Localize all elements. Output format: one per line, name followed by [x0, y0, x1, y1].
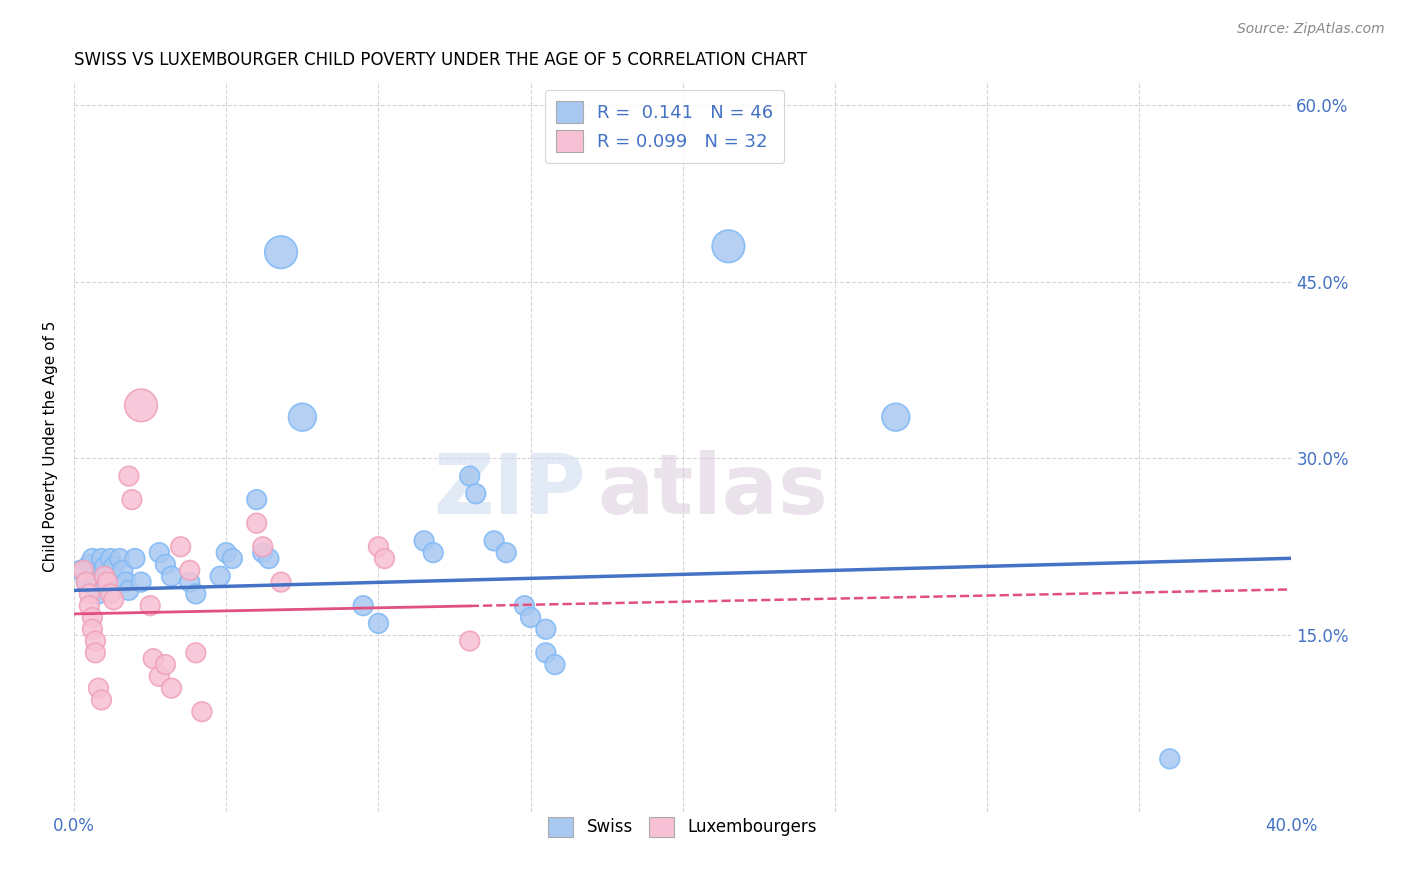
Point — [142, 651, 165, 665]
Point — [191, 705, 214, 719]
Point — [270, 575, 292, 590]
Point — [100, 551, 122, 566]
Point — [257, 551, 280, 566]
Point — [148, 669, 170, 683]
Point — [458, 634, 481, 648]
Point — [72, 563, 94, 577]
Point — [118, 469, 141, 483]
Point — [79, 599, 101, 613]
Point — [139, 599, 162, 613]
Point — [352, 599, 374, 613]
Point — [184, 587, 207, 601]
Point — [114, 575, 136, 590]
Point — [97, 569, 120, 583]
Point — [717, 239, 740, 253]
Point — [513, 599, 536, 613]
Text: atlas: atlas — [598, 450, 828, 531]
Point — [252, 540, 274, 554]
Point — [246, 492, 269, 507]
Point — [69, 563, 91, 577]
Point — [129, 398, 152, 412]
Point — [209, 569, 232, 583]
Point — [160, 569, 183, 583]
Point — [87, 587, 110, 601]
Point — [373, 551, 395, 566]
Point — [75, 575, 97, 590]
Point — [90, 693, 112, 707]
Point — [87, 681, 110, 695]
Point — [111, 563, 134, 577]
Point — [160, 681, 183, 695]
Point — [246, 516, 269, 531]
Point — [464, 487, 486, 501]
Point — [215, 546, 238, 560]
Point — [148, 546, 170, 560]
Point — [82, 610, 104, 624]
Point — [1159, 752, 1181, 766]
Point — [252, 546, 274, 560]
Point — [367, 540, 389, 554]
Point — [519, 610, 541, 624]
Point — [121, 492, 143, 507]
Point — [103, 592, 125, 607]
Point — [221, 551, 243, 566]
Point — [179, 575, 201, 590]
Point — [100, 587, 122, 601]
Point — [169, 540, 191, 554]
Point — [82, 622, 104, 636]
Point — [179, 563, 201, 577]
Point — [79, 558, 101, 572]
Point — [129, 575, 152, 590]
Point — [118, 583, 141, 598]
Point — [103, 559, 125, 574]
Text: Source: ZipAtlas.com: Source: ZipAtlas.com — [1237, 22, 1385, 37]
Point — [84, 575, 107, 590]
Point — [108, 551, 131, 566]
Point — [422, 546, 444, 560]
Legend: Swiss, Luxembourgers: Swiss, Luxembourgers — [541, 810, 824, 844]
Point — [155, 657, 177, 672]
Point — [184, 646, 207, 660]
Point — [90, 551, 112, 566]
Point — [84, 634, 107, 648]
Y-axis label: Child Poverty Under the Age of 5: Child Poverty Under the Age of 5 — [44, 321, 58, 573]
Point — [93, 559, 115, 574]
Point — [534, 622, 557, 636]
Point — [75, 575, 97, 590]
Point — [155, 558, 177, 572]
Text: SWISS VS LUXEMBOURGER CHILD POVERTY UNDER THE AGE OF 5 CORRELATION CHART: SWISS VS LUXEMBOURGER CHILD POVERTY UNDE… — [75, 51, 807, 69]
Point — [495, 546, 517, 560]
Point — [482, 533, 505, 548]
Point — [413, 533, 436, 548]
Point — [534, 646, 557, 660]
Point — [84, 646, 107, 660]
Point — [82, 551, 104, 566]
Text: ZIP: ZIP — [433, 450, 585, 531]
Point — [291, 410, 314, 425]
Point — [544, 657, 567, 672]
Point — [367, 616, 389, 631]
Point — [124, 551, 146, 566]
Point — [93, 569, 115, 583]
Point — [458, 469, 481, 483]
Point — [79, 587, 101, 601]
Point — [884, 410, 907, 425]
Point — [270, 245, 292, 260]
Point — [97, 575, 120, 590]
